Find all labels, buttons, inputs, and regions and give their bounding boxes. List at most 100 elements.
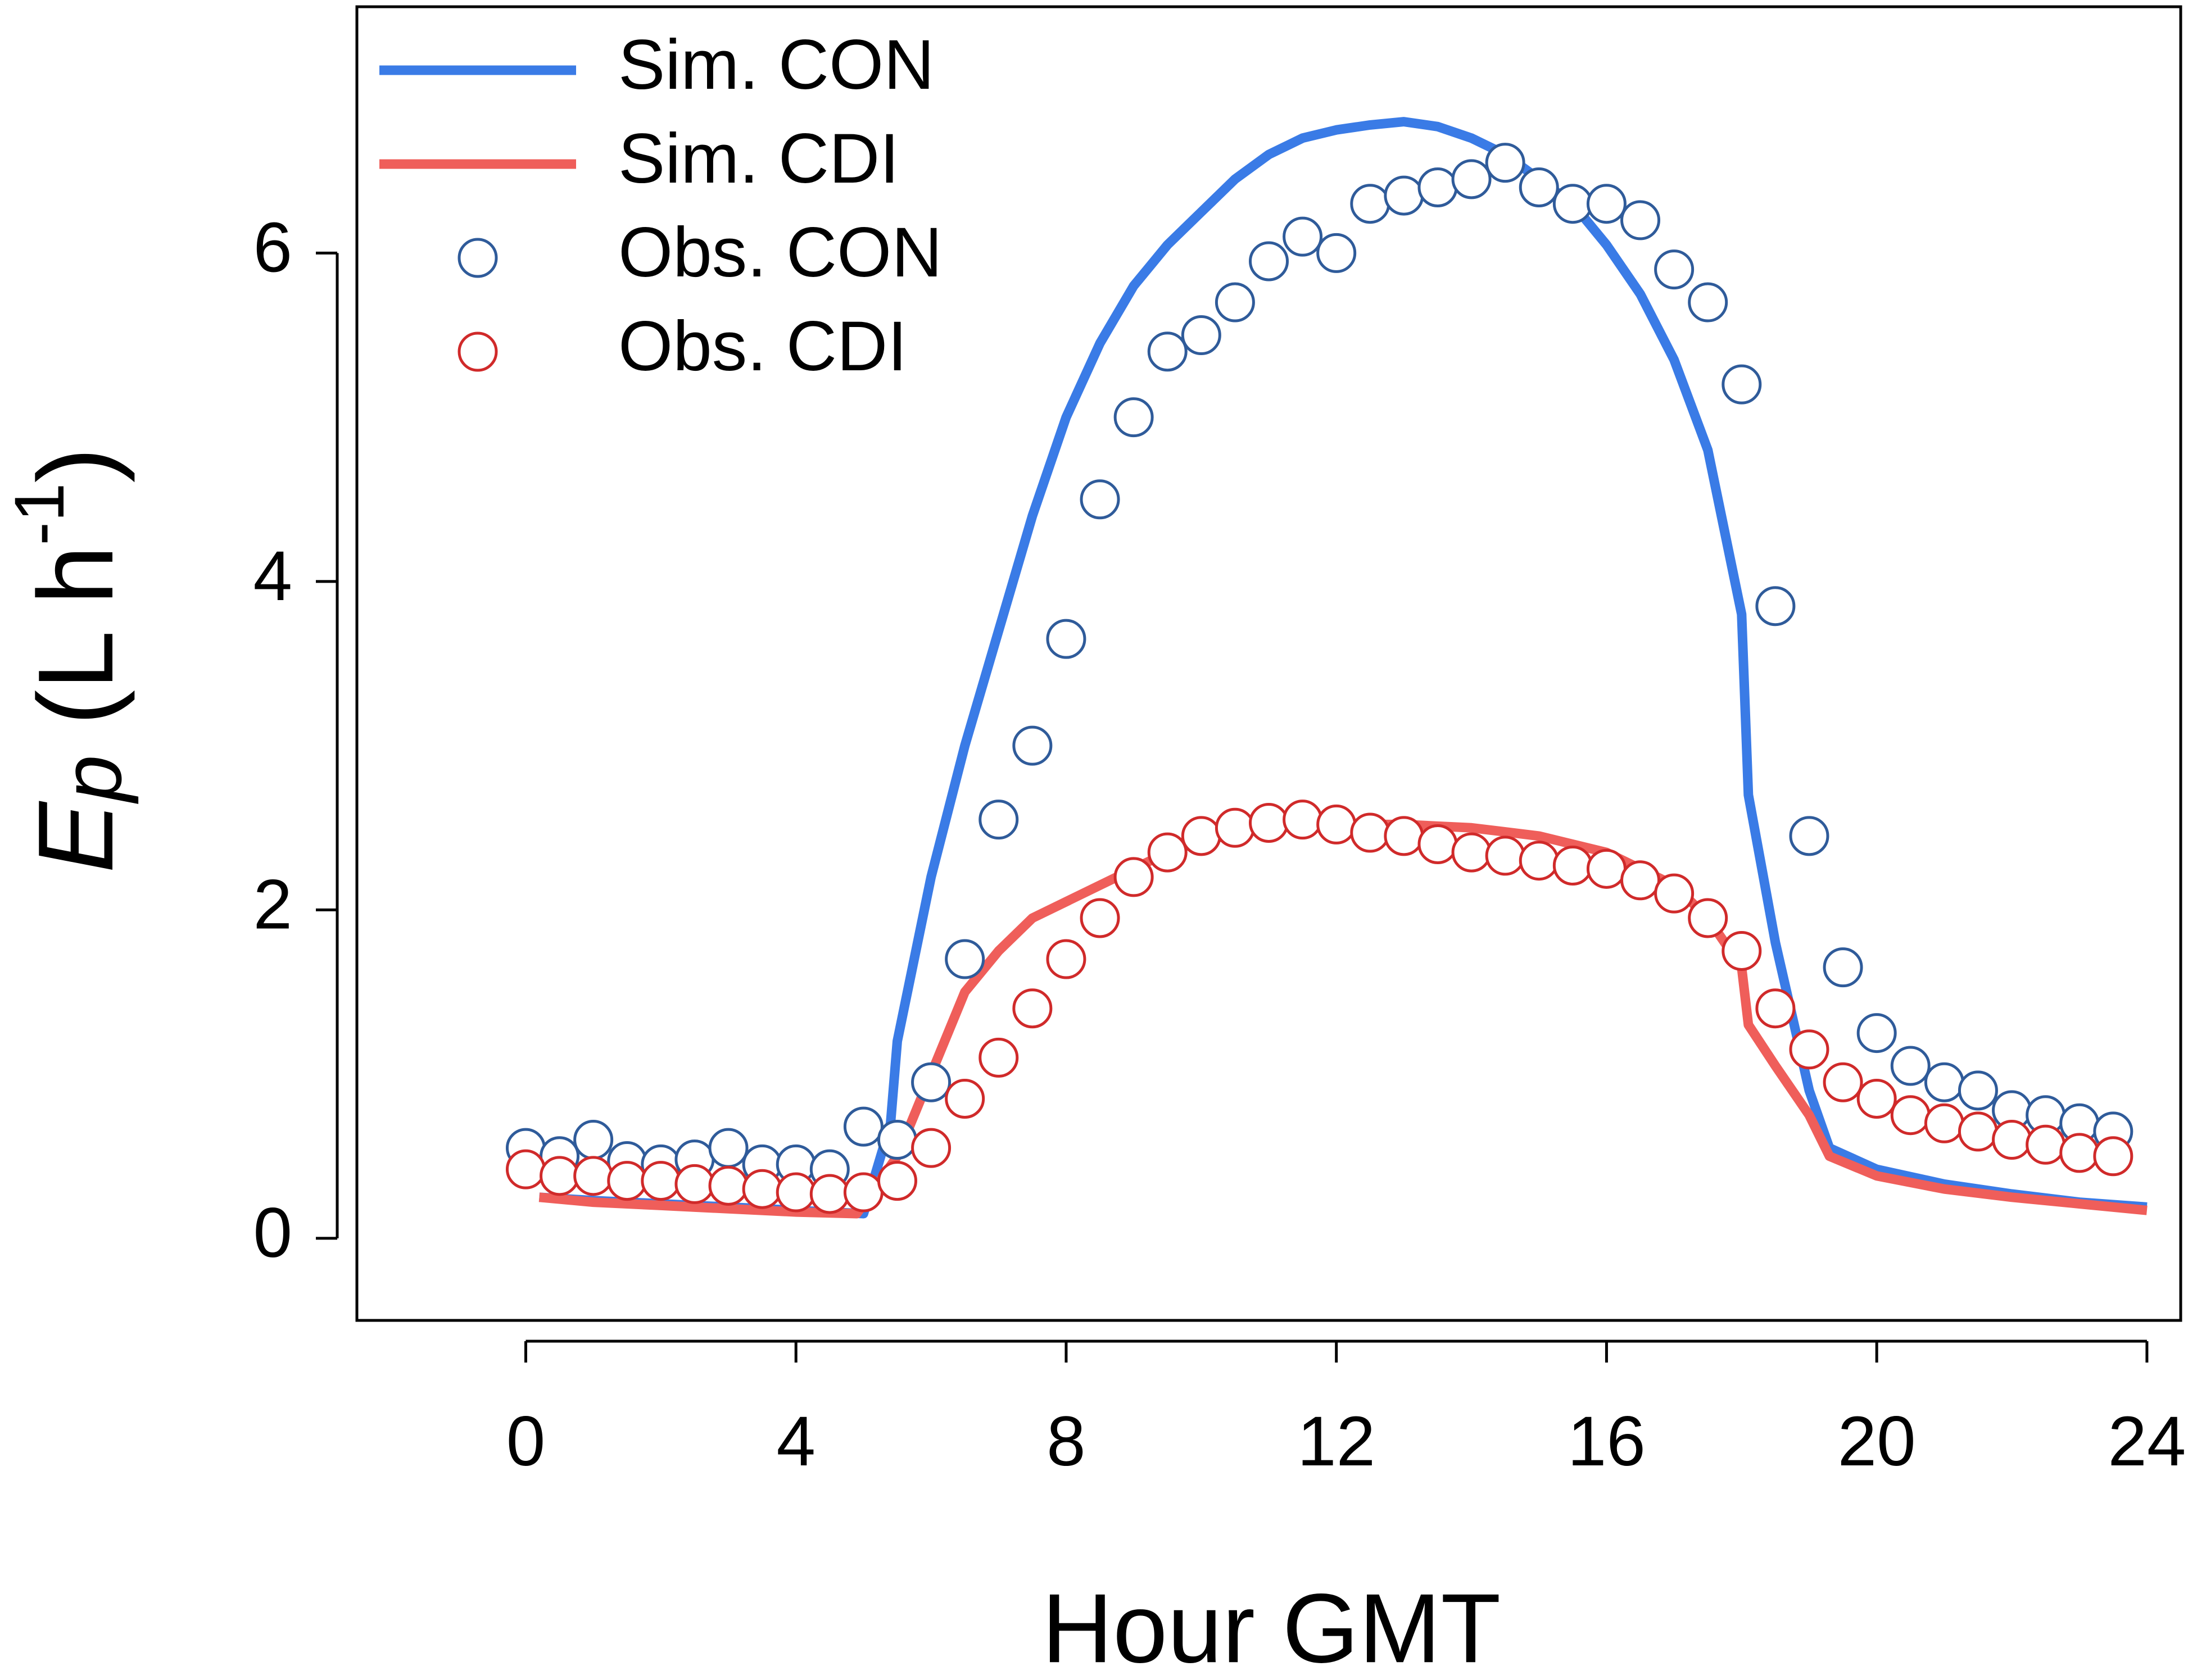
point — [877, 1161, 917, 1201]
point — [1856, 1013, 1897, 1054]
point — [1012, 725, 1053, 766]
line — [538, 117, 2148, 1219]
y-tick-label: 4 — [253, 537, 292, 615]
point — [843, 1106, 884, 1147]
point — [979, 800, 1019, 840]
point — [505, 1149, 546, 1189]
point — [540, 1156, 580, 1196]
point — [1924, 1062, 1964, 1102]
point — [911, 1128, 952, 1168]
x-tick-label: 4 — [776, 1402, 816, 1481]
point — [809, 1174, 850, 1214]
point — [708, 1128, 749, 1168]
point — [1722, 930, 1762, 971]
legend-label: Obs. CON — [618, 214, 942, 292]
point — [1519, 841, 1559, 881]
point — [1215, 807, 1255, 848]
point — [641, 1161, 681, 1201]
legend-label: Sim. CDI — [618, 120, 899, 198]
point — [1755, 988, 1796, 1029]
point — [1620, 860, 1661, 901]
point — [877, 1120, 917, 1160]
point — [1552, 845, 1593, 886]
point — [1823, 947, 1863, 988]
y-label-part: (L h — [16, 546, 135, 755]
y-label-part: -1 — [1, 483, 79, 545]
point — [1046, 939, 1086, 979]
point — [911, 1062, 952, 1102]
point — [1012, 988, 1053, 1029]
x-tick-label: 12 — [1297, 1402, 1375, 1481]
point — [1283, 216, 1323, 257]
y-tick-label: 0 — [253, 1194, 292, 1272]
point — [1755, 586, 1796, 626]
point — [708, 1165, 749, 1206]
point — [1350, 184, 1390, 224]
y-tick-label: 2 — [253, 865, 292, 943]
point — [1384, 816, 1424, 856]
point — [2059, 1133, 2100, 1173]
point — [573, 1156, 614, 1196]
point — [776, 1172, 816, 1213]
x-tick-label: 24 — [2108, 1402, 2186, 1481]
point — [1890, 1046, 1931, 1086]
point — [1552, 184, 1593, 224]
y-label-part: ) — [16, 447, 135, 483]
legend-label: Sim. CON — [618, 26, 935, 104]
point — [1147, 832, 1188, 873]
point — [1958, 1070, 1998, 1111]
point — [1586, 184, 1627, 224]
y-axis-label: Ep (L h-1) — [1, 447, 139, 873]
point — [1181, 816, 1221, 856]
point — [2093, 1136, 2133, 1177]
point — [1485, 143, 1525, 183]
point — [1688, 282, 1728, 323]
point — [1485, 836, 1525, 876]
point — [1856, 1078, 1897, 1119]
y-tick-label: 6 — [253, 208, 292, 287]
legend-marker — [457, 238, 498, 278]
point — [1215, 282, 1255, 323]
point — [1316, 233, 1357, 273]
point — [1654, 249, 1695, 290]
point — [1823, 1062, 1863, 1102]
y-label-part: E — [16, 801, 135, 873]
point — [1350, 812, 1390, 853]
point — [1586, 848, 1627, 889]
point — [1046, 619, 1086, 659]
point — [1080, 898, 1120, 938]
point — [1722, 364, 1762, 405]
point — [1249, 802, 1289, 843]
point — [607, 1161, 647, 1201]
point — [945, 939, 985, 979]
point — [1316, 804, 1357, 844]
legend-marker — [457, 332, 498, 372]
point — [1417, 824, 1458, 864]
point — [1620, 200, 1661, 240]
x-tick-label: 8 — [1047, 1402, 1086, 1481]
point — [1113, 857, 1154, 897]
point — [1654, 873, 1695, 914]
point — [979, 1037, 1019, 1078]
point — [1924, 1103, 1964, 1143]
point — [1451, 832, 1492, 873]
point — [2026, 1124, 2066, 1165]
point — [1147, 332, 1188, 372]
x-axis-label: Hour GMT — [1042, 1574, 1501, 1680]
point — [742, 1169, 782, 1209]
point — [1283, 800, 1323, 840]
point — [1080, 479, 1120, 520]
point — [1958, 1111, 1998, 1152]
legend-label: Obs. CDI — [618, 307, 907, 385]
point — [1789, 816, 1829, 856]
point — [843, 1172, 884, 1213]
point — [1417, 167, 1458, 207]
point — [1789, 1029, 1829, 1070]
point — [1113, 397, 1154, 438]
point — [573, 1120, 614, 1160]
point — [1688, 898, 1728, 938]
point — [1519, 167, 1559, 207]
point — [1249, 241, 1289, 281]
point — [945, 1078, 985, 1119]
